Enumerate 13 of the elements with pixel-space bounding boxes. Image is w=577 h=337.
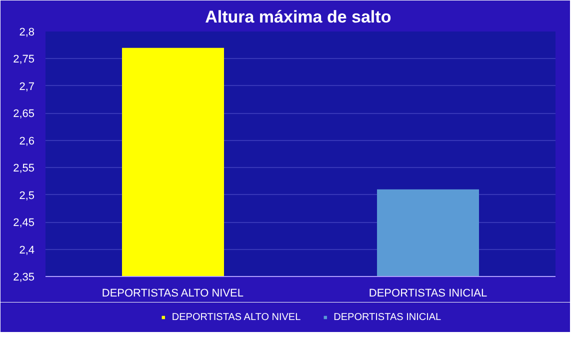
y-tick-label: 2,75	[13, 54, 35, 66]
legend-label: DEPORTISTAS INICIAL	[334, 311, 442, 323]
y-tick-label: 2,35	[13, 272, 35, 284]
legend-label: DEPORTISTAS ALTO NIVEL	[172, 311, 301, 323]
y-tick-label: 2,55	[13, 162, 35, 175]
y-tick-label: 2,4	[19, 244, 35, 256]
y-tick-label: 2,7	[19, 80, 35, 93]
y-tick-label: 2,5	[19, 190, 35, 202]
y-tick-label: 2,6	[19, 135, 35, 148]
y-tick-label: 2,65	[13, 108, 35, 120]
chart-title: Altura máxima de salto	[205, 8, 392, 26]
y-tick-label: 2,45	[13, 217, 35, 230]
y-tick-label: 2,8	[19, 26, 35, 38]
